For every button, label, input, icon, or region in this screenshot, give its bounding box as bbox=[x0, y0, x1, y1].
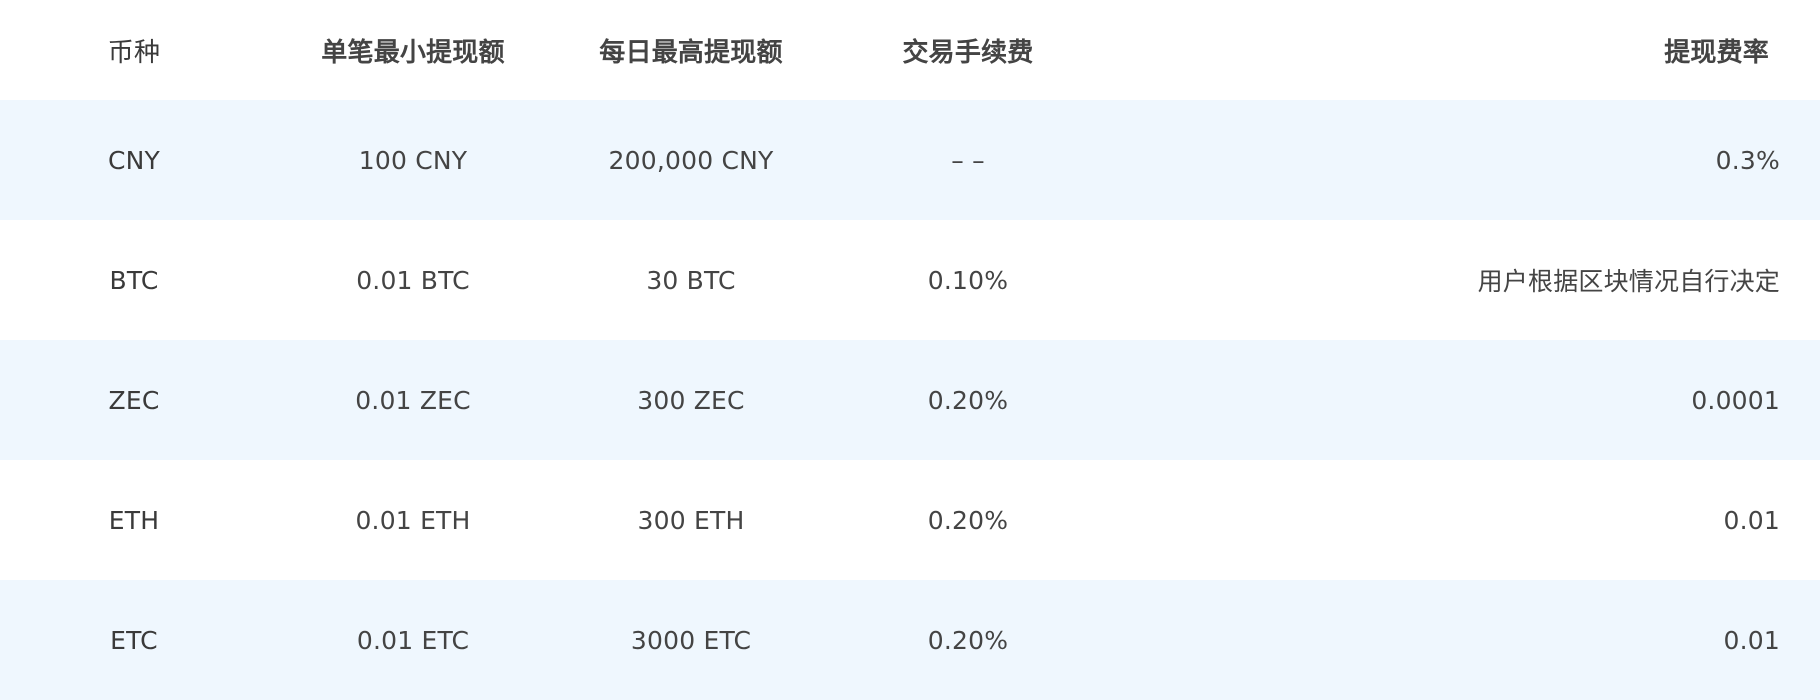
cell-currency: ZEC bbox=[108, 385, 160, 415]
cell-currency: BTC bbox=[109, 265, 159, 295]
cell-min-single: 0.01 BTC bbox=[356, 265, 470, 295]
cell-withdraw-rate: 用户根据区块情况自行决定 bbox=[1477, 267, 1780, 296]
cell-trade-fee: 0.20% bbox=[927, 385, 1009, 415]
cell-trade-fee: 0.20% bbox=[927, 505, 1009, 535]
cell-currency: CNY bbox=[107, 145, 161, 175]
table-row: CNY 100 CNY 200,000 CNY – – 0.3% bbox=[0, 100, 1820, 220]
header-min-single-withdrawal: 单笔最小提现额 bbox=[321, 37, 505, 68]
cell-withdraw-rate: 0.0001 bbox=[1691, 385, 1780, 415]
cell-withdraw-rate: 0.3% bbox=[1715, 145, 1780, 175]
cell-min-single: 0.01 ZEC bbox=[355, 385, 471, 415]
header-trade-fee: 交易手续费 bbox=[902, 37, 1034, 68]
header-withdraw-rate: 提现费率 bbox=[1664, 37, 1769, 68]
table-row: ETH 0.01 ETH 300 ETH 0.20% 0.01 bbox=[0, 460, 1820, 580]
cell-trade-fee: 0.20% bbox=[927, 625, 1009, 655]
cell-max-daily: 30 BTC bbox=[646, 265, 736, 295]
cell-withdraw-rate: 0.01 bbox=[1723, 505, 1780, 535]
cell-max-daily: 3000 ETC bbox=[630, 625, 752, 655]
cell-withdraw-rate: 0.01 bbox=[1723, 625, 1780, 655]
header-max-daily-withdrawal: 每日最高提现额 bbox=[599, 37, 783, 68]
cell-currency: ETC bbox=[110, 625, 158, 655]
header-currency: 币种 bbox=[107, 37, 161, 68]
cell-min-single: 100 CNY bbox=[358, 145, 468, 175]
cell-min-single: 0.01 ETC bbox=[356, 625, 470, 655]
table-row: BTC 0.01 BTC 30 BTC 0.10% 用户根据区块情况自行决定 bbox=[0, 220, 1820, 340]
table-row: ZEC 0.01 ZEC 300 ZEC 0.20% 0.0001 bbox=[0, 340, 1820, 460]
table-header-row: 币种 单笔最小提现额 每日最高提现额 交易手续费 提现费率 bbox=[0, 0, 1820, 100]
cell-trade-fee: 0.10% bbox=[927, 265, 1009, 295]
cell-currency: ETH bbox=[108, 505, 160, 535]
cell-max-daily: 200,000 CNY bbox=[608, 145, 774, 175]
cell-min-single: 0.01 ETH bbox=[355, 505, 471, 535]
table-row: ETC 0.01 ETC 3000 ETC 0.20% 0.01 bbox=[0, 580, 1820, 700]
cell-trade-fee: – – bbox=[951, 145, 985, 175]
cell-max-daily: 300 ZEC bbox=[637, 385, 745, 415]
cell-max-daily: 300 ETH bbox=[637, 505, 745, 535]
